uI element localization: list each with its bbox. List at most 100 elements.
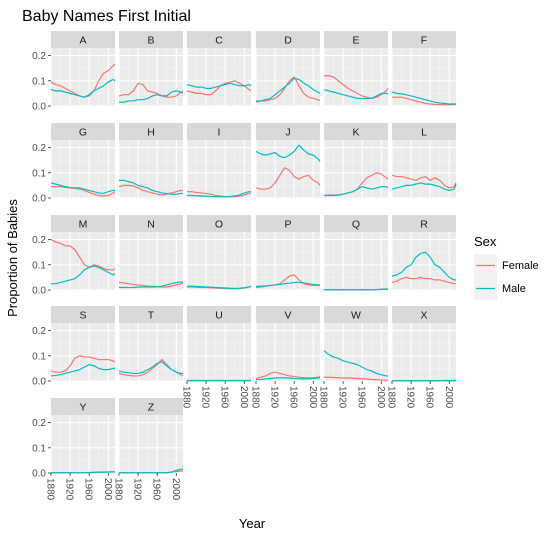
y-tick-label: 0.0 [32, 377, 46, 388]
series-line-male [187, 191, 251, 198]
y-axis-label: Proportion of Babies [5, 199, 20, 317]
x-tick-label: 2000 [443, 386, 454, 409]
facet-strip-label: F [421, 35, 427, 47]
plot-panel [392, 140, 456, 198]
facet-strip-label: U [215, 310, 223, 322]
facet-strip [187, 306, 251, 323]
series-line-male [119, 90, 183, 103]
x-tick-label: 1880 [318, 386, 329, 409]
series-line-male [256, 77, 321, 102]
facet-panel-J: J [255, 123, 321, 199]
x-tick-label: 1920 [269, 386, 280, 409]
x-tick-label: 1960 [424, 386, 435, 409]
series-line-male [323, 89, 389, 100]
plot-panel [187, 232, 251, 290]
x-tick-label: 2000 [170, 478, 181, 501]
facet-strip-label: Z [148, 402, 155, 414]
facet-strip-label: G [79, 127, 87, 139]
series-line-male [324, 288, 388, 291]
y-tick-label: 0.2 [32, 418, 46, 429]
x-tick-label: 1880 [250, 386, 261, 409]
facet-panel-L: L [391, 123, 457, 199]
x-tick-label: 1960 [356, 386, 367, 409]
facet-strip [187, 215, 251, 232]
series-line-male [255, 377, 321, 381]
facet-panel-Y: Y 0.0 0.1 0.2 1880 1920 1960 2000 [32, 398, 115, 501]
y-tick-label: 0.1 [32, 168, 46, 179]
series-line-male [119, 179, 183, 195]
plot-panel [119, 323, 183, 381]
series-line-male [119, 281, 184, 289]
facet-strip-label: I [218, 127, 221, 139]
legend-title: Sex [474, 234, 497, 249]
facet-panel-N: N [118, 215, 184, 291]
facet-panel-Z: Z 1880 1920 1960 2000 [113, 398, 184, 501]
x-tick-label: 1920 [405, 386, 416, 409]
series-line-male [323, 350, 388, 377]
facet-strip [256, 215, 320, 232]
series-line-female [50, 239, 116, 271]
facet-strip [51, 306, 115, 323]
facet-panel-A: A 0.0 0.1 0.2 [32, 31, 116, 113]
facet-panel-K: K [323, 123, 389, 199]
facet-panel-C: C [186, 31, 252, 107]
facet-strip [51, 31, 115, 48]
plot-panel [187, 48, 251, 106]
x-tick-label: 1880 [386, 386, 397, 409]
x-tick-label: 2000 [102, 478, 113, 501]
series-line-female [392, 96, 457, 106]
facet-strip [256, 306, 320, 323]
plot-panel [256, 323, 320, 381]
x-tick-label: 1960 [83, 478, 94, 501]
facet-strip-label: A [79, 35, 86, 47]
facet-strip [119, 31, 183, 48]
facet-panel-P: P [255, 215, 320, 291]
facet-strip [324, 31, 388, 48]
series-line-male [50, 364, 115, 377]
facet-strip [392, 215, 456, 232]
facet-panel-G: G 0.0 0.1 0.2 [32, 123, 116, 205]
facet-panel-Q: Q [323, 215, 388, 291]
facet-strip-label: S [79, 310, 86, 322]
facet-strip-label: D [284, 35, 292, 47]
facet-strip [187, 123, 251, 140]
legend-item-female: Female [474, 254, 539, 277]
plot-panel [392, 323, 456, 381]
series-line-male [255, 144, 321, 162]
facet-strip [324, 306, 388, 323]
y-tick-label: 0.2 [32, 326, 46, 337]
legend-label: Female [502, 260, 539, 272]
series-line-female [324, 75, 389, 100]
series-line-female [255, 76, 321, 103]
y-tick-label: 0.2 [32, 235, 46, 246]
y-tick-label: 0.1 [32, 260, 46, 271]
x-tick-label: 2000 [375, 386, 386, 409]
facet-strip-label: V [284, 310, 291, 322]
facet-panel-S: S 0.0 0.1 0.2 [32, 306, 116, 388]
y-tick-label: 0.2 [32, 143, 46, 154]
facet-strip-label: X [420, 310, 427, 322]
facet-strip-label: N [147, 219, 155, 231]
plot-panel [119, 415, 183, 473]
plot-panel [324, 232, 388, 290]
facet-strip-label: H [147, 127, 155, 139]
plot-panel [324, 140, 388, 198]
x-tick-label: 1960 [288, 386, 299, 409]
series-line-female [187, 191, 252, 198]
plot-panel [187, 323, 251, 381]
facet-strip [119, 398, 183, 415]
x-tick-label: 1920 [64, 478, 75, 501]
x-tick-label: 1880 [113, 478, 124, 501]
series-line-female [324, 376, 388, 381]
facet-strip [51, 123, 115, 140]
facet-strip-label: P [284, 219, 291, 231]
series-line-male [187, 285, 252, 290]
facet-panel-H: H [118, 123, 183, 199]
legend-item-male: Male [474, 277, 526, 300]
series-line-male [119, 468, 184, 474]
series-line-male [256, 281, 320, 287]
series-line-female [255, 371, 321, 380]
facet-panel-X: X 1880 1920 1960 2000 [386, 306, 456, 409]
facet-strip-label: J [285, 127, 290, 139]
